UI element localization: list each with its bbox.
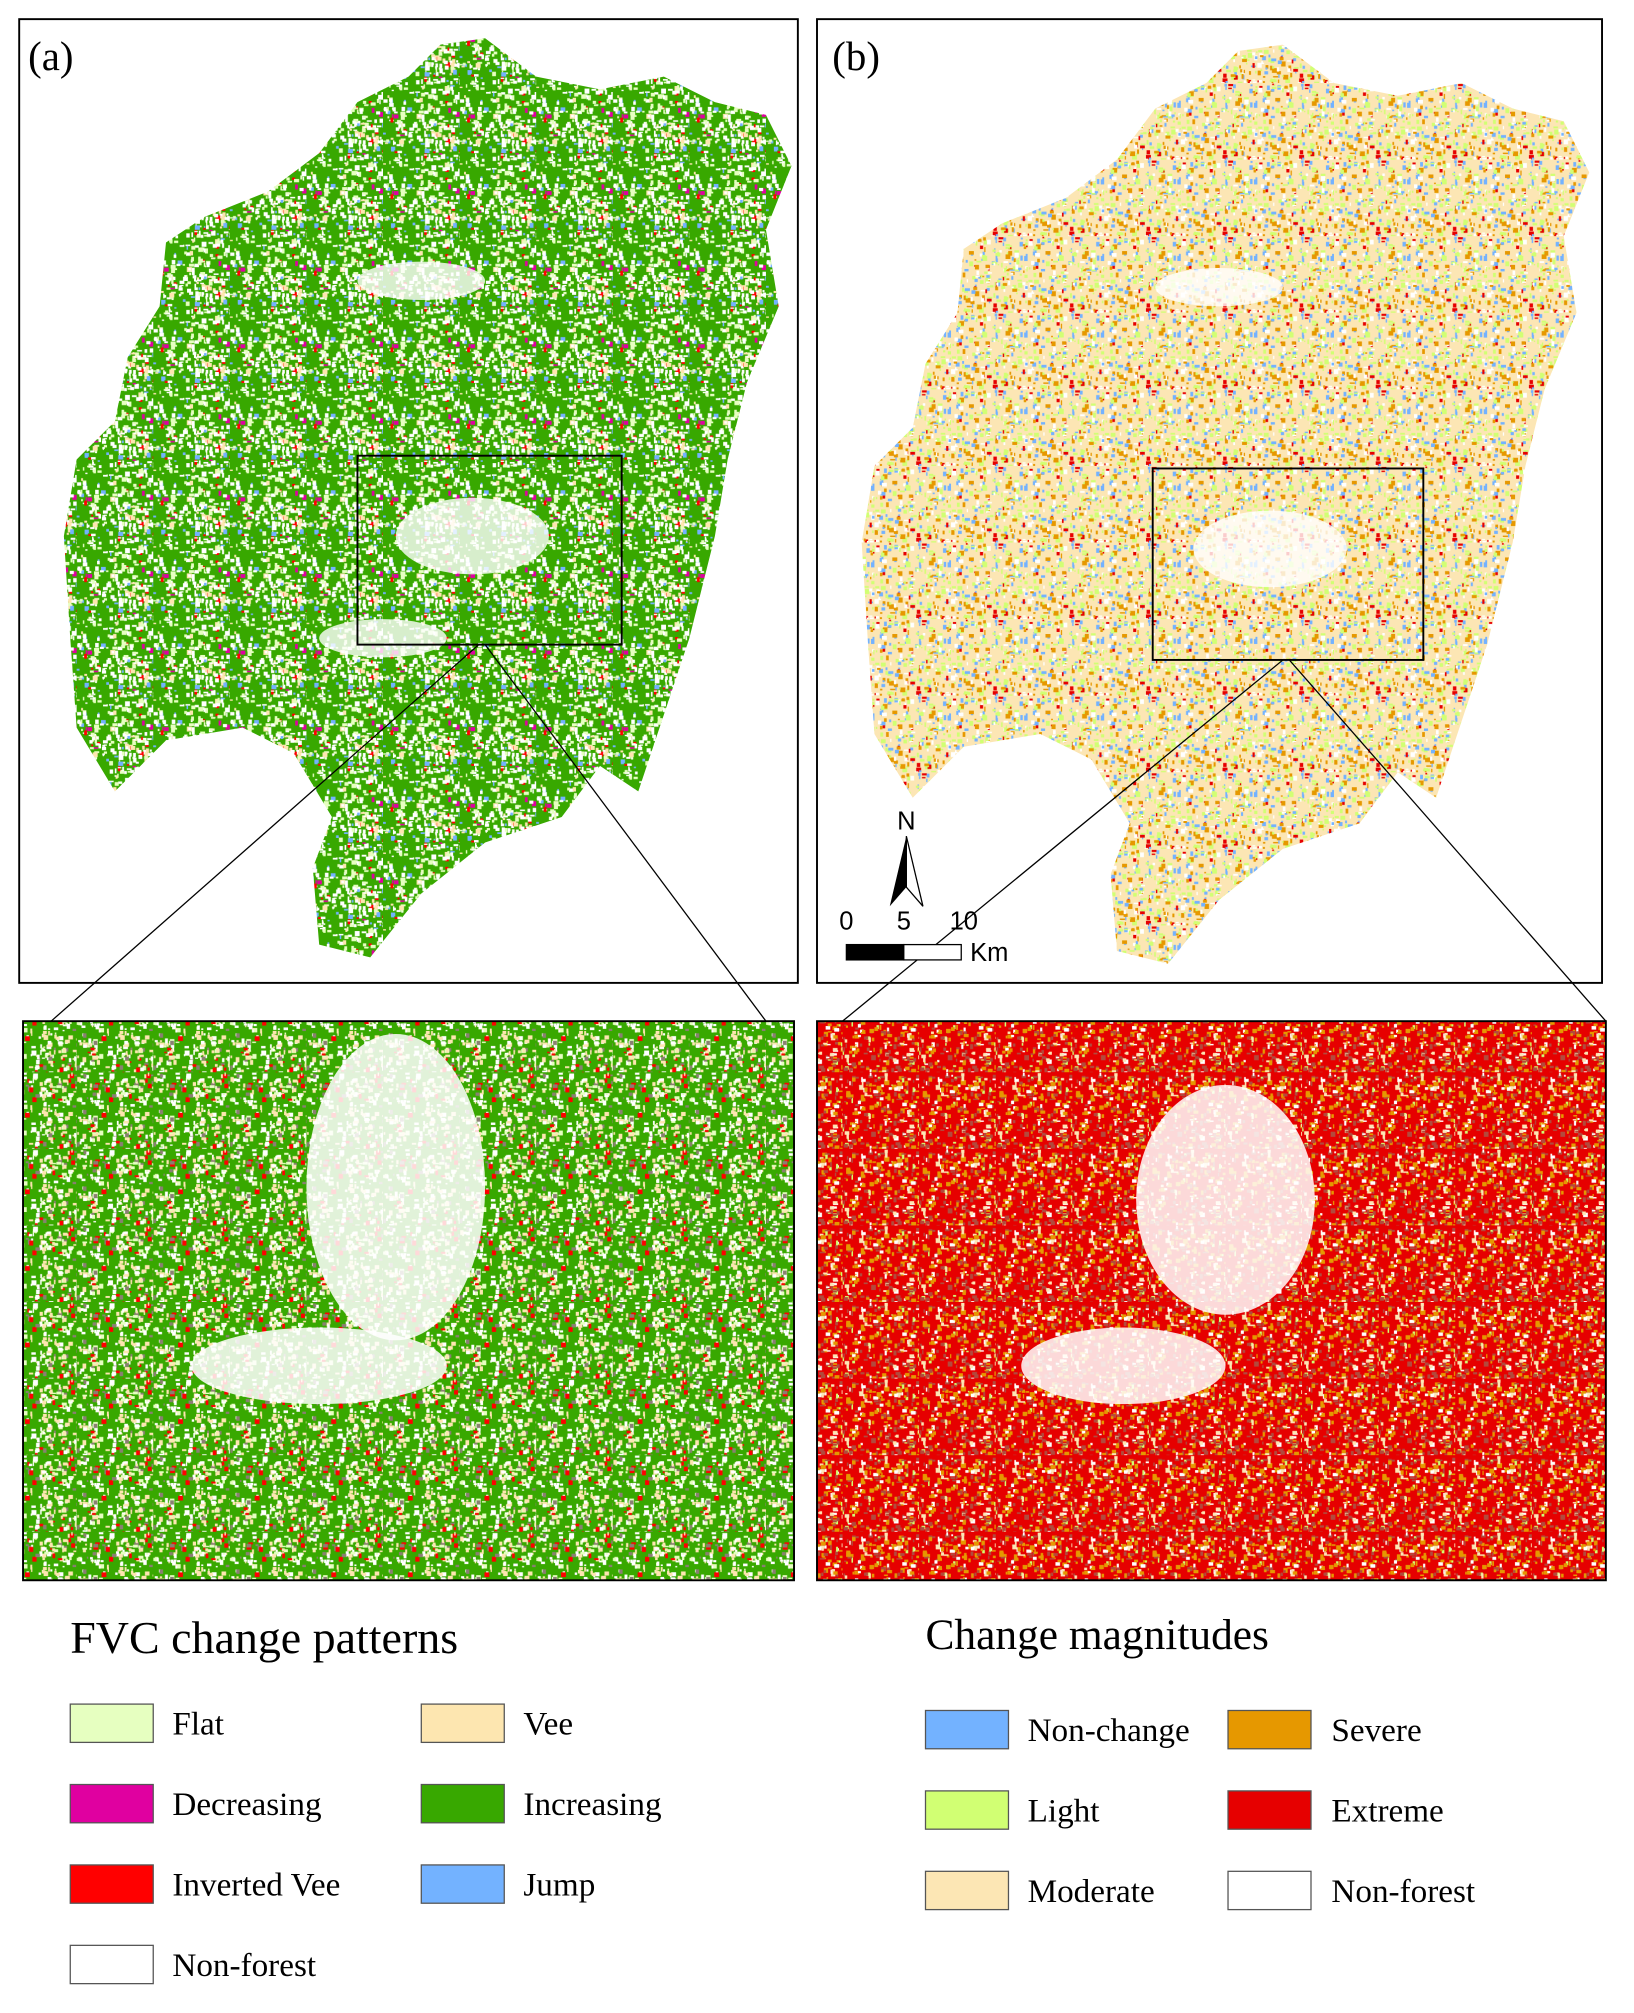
legend-label: Severe [1331,1712,1421,1749]
panel-label: (a) [28,34,73,79]
north-arrow: N [889,808,924,907]
panel-label: (b) [832,34,880,79]
scale-tick: 10 [950,907,978,935]
legend-title: Change magnitudes [926,1611,1269,1659]
legend-swatch [69,1703,154,1744]
legend-label: Inverted Vee [172,1867,340,1904]
non-forest-area [306,1033,486,1341]
legend-label: Light [1028,1793,1101,1830]
legend-label: Decreasing [172,1786,321,1823]
maps [23,38,1606,1581]
legend-swatch [1227,1790,1312,1830]
non-forest-area [1136,1085,1315,1315]
inset-box [356,454,623,646]
legend-label: Flat [172,1706,224,1743]
scale-unit: Km [970,939,1008,967]
non-forest-area [1193,510,1347,588]
legend-swatch [420,1783,505,1824]
legend-label: Non-change [1028,1712,1190,1749]
legend-label: Increasing [523,1786,661,1823]
legend-swatch [924,1790,1010,1830]
zoom-frame [22,1020,795,1582]
legend-swatch [420,1864,505,1904]
legend-label: Non-forest [172,1947,316,1984]
legend-swatch [69,1783,154,1824]
north-label: N [897,808,915,836]
zoom-line [484,644,767,1022]
legend-label: Moderate [1028,1873,1155,1910]
non-forest-area [1155,268,1283,307]
non-forest-area [319,619,447,658]
panel-b-frame [816,18,1603,984]
region-map [861,44,1590,964]
zoom-line [50,644,480,1022]
legend-label: Vee [523,1706,573,1743]
legend-swatch [69,1944,154,1985]
legend-swatch [1227,1709,1312,1750]
scale-bar: 0 5 10 Km [839,907,1008,967]
non-forest-area [191,1327,447,1405]
legend: Flat Vee Decreasing Increasing Inverted Vee J… [69,1703,1476,1985]
scale-tick: 0 [839,907,853,935]
legend-swatch [924,1870,1010,1911]
legend-label: Jump [523,1867,595,1904]
legend-label: Non-forest [1331,1873,1475,1910]
legend-label: Extreme [1331,1793,1443,1830]
legend-swatch [924,1709,1010,1750]
legend-swatch [420,1703,505,1744]
legend-swatch [69,1864,154,1904]
non-forest-area [357,261,486,300]
legend-title: FVC change patterns [70,1612,458,1663]
region-map [63,38,792,958]
zoom-line [1288,659,1607,1022]
legend-swatch [1227,1870,1312,1911]
non-forest-area [395,497,549,575]
zoom-frame [816,1020,1607,1582]
zoom-line [842,659,1284,1022]
scale-tick: 5 [897,907,911,935]
non-forest-area [1021,1327,1226,1405]
inset-box [1151,467,1425,661]
panel-a-frame [18,18,799,984]
